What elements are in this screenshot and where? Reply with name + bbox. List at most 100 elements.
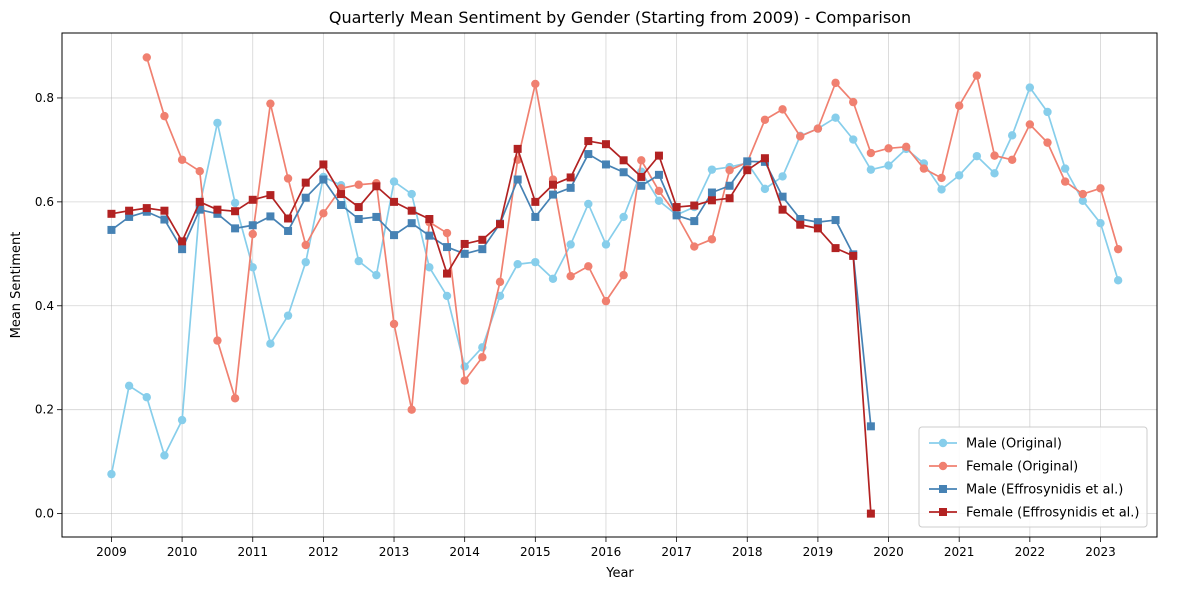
data-point (407, 219, 416, 228)
data-point (584, 137, 593, 146)
data-point (849, 135, 858, 144)
data-point (1096, 184, 1105, 193)
series-female-original (142, 53, 1123, 414)
data-point (284, 214, 293, 223)
data-point (972, 151, 982, 161)
data-point (513, 175, 522, 184)
series-male-original (107, 83, 1123, 479)
x-tick-label: 2019 (803, 545, 834, 559)
series-female-effrosynidis-et-al (107, 137, 875, 518)
legend-marker (939, 508, 947, 516)
data-point (919, 164, 929, 173)
data-point (213, 209, 222, 218)
data-point (813, 224, 822, 233)
data-point (443, 243, 452, 252)
data-point (301, 240, 310, 250)
data-point (849, 97, 858, 107)
data-point (654, 170, 663, 179)
data-point (407, 206, 416, 215)
axis-layer: 2009 2010 2011 2012 2013 2014 2015 2016 2017 2018… (35, 91, 1116, 559)
data-point (301, 178, 310, 187)
data-point (283, 174, 293, 183)
y-tick-label: 0.0 (35, 507, 54, 521)
data-point (1078, 189, 1088, 199)
data-point (548, 180, 557, 189)
data-point (389, 319, 399, 329)
data-point (142, 393, 151, 402)
data-point (107, 469, 116, 479)
y-axis-label: Mean Sentiment (9, 232, 24, 339)
data-point (337, 190, 346, 199)
x-tick-label: 2013 (379, 545, 410, 559)
data-point (478, 235, 487, 244)
data-point (566, 271, 575, 281)
data-point (1025, 120, 1035, 129)
data-point (866, 509, 875, 518)
y-tick-label: 0.6 (35, 195, 54, 209)
data-point (584, 262, 593, 271)
data-point (125, 212, 134, 221)
data-point (390, 231, 399, 240)
data-point (1007, 155, 1017, 164)
data-point (337, 200, 346, 209)
chart-title: Quarterly Mean Sentiment by Gender (Star… (329, 8, 911, 27)
data-point (213, 205, 222, 214)
data-point (690, 201, 699, 210)
data-point (460, 376, 469, 385)
data-point (160, 111, 169, 121)
data-point (213, 118, 222, 128)
legend-marker (938, 461, 948, 471)
data-point (548, 190, 557, 199)
data-point (425, 231, 434, 240)
legend: Male (Original) Female (Original) Male (Ef… (918, 426, 1148, 528)
data-point (884, 144, 893, 153)
series-line (110, 153, 872, 427)
data-point (195, 205, 204, 214)
data-point (584, 150, 593, 159)
x-tick-label: 2012 (308, 545, 339, 559)
data-point (354, 256, 363, 266)
data-point (725, 165, 734, 175)
data-point (478, 245, 487, 254)
data-point (1113, 276, 1123, 285)
data-point (425, 215, 434, 224)
data-point (690, 242, 699, 251)
data-point (672, 203, 681, 212)
data-point (513, 144, 522, 153)
data-point (478, 353, 487, 362)
y-tick-label: 0.2 (35, 403, 54, 417)
data-point (548, 274, 558, 283)
data-point (390, 197, 399, 206)
data-point (513, 260, 522, 269)
data-point (1043, 138, 1052, 147)
data-point (849, 251, 858, 260)
data-point (177, 415, 187, 425)
data-point (178, 237, 187, 246)
data-point (496, 220, 504, 229)
data-point (866, 148, 876, 158)
data-point (231, 207, 240, 216)
data-point (637, 181, 646, 190)
data-point (813, 124, 823, 133)
series-layer (107, 53, 1123, 518)
data-point (460, 362, 469, 371)
data-point (1025, 83, 1035, 92)
data-point (654, 151, 663, 160)
data-point (1060, 164, 1070, 173)
data-point (248, 263, 257, 272)
x-tick-label: 2016 (591, 545, 622, 559)
y-tick-label: 0.4 (35, 299, 54, 313)
legend-label: Female (Original) (966, 460, 1078, 475)
series-male-effrosynidis-et-al (107, 150, 875, 431)
y-tick-label: 0.8 (35, 91, 54, 105)
data-point (601, 296, 611, 306)
data-point (619, 270, 628, 280)
data-point (1096, 218, 1105, 228)
x-axis-label: Year (605, 566, 634, 581)
data-point (266, 191, 275, 200)
data-point (142, 53, 151, 62)
data-point (743, 157, 752, 166)
data-point (796, 220, 805, 229)
data-point (637, 156, 646, 165)
data-point (354, 215, 363, 224)
